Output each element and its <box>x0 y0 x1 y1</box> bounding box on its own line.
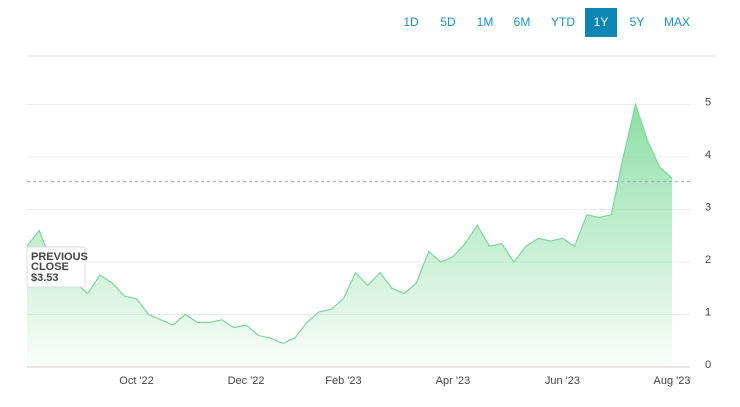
x-tick-label: Feb '23 <box>325 375 361 387</box>
x-tick-label: Oct '22 <box>119 375 154 387</box>
range-button[interactable]: 1D <box>403 15 419 29</box>
y-tick-label: 3 <box>705 201 711 213</box>
x-tick-label: Apr '23 <box>436 375 471 387</box>
axes: 0 1 2 3 4 5 Oct '22 Dec '22 Feb '23 Apr '23 Jun '2… <box>119 96 711 387</box>
y-tick-label: 5 <box>705 96 711 108</box>
plot <box>26 102 690 367</box>
callout-box <box>26 246 86 288</box>
previous-close-callout: PREVIOUS CLOSE$3.53 <box>26 246 88 288</box>
callout-value: $3.53 <box>31 272 59 284</box>
range-buttons: 1D 5D 1M 6M YTD 1Y 5Y MAX <box>403 8 690 37</box>
y-tick-label: 1 <box>705 306 711 318</box>
range-button[interactable]: MAX <box>664 15 690 29</box>
range-button[interactable]: YTD <box>551 15 575 29</box>
x-tick-label: Dec '22 <box>228 375 265 387</box>
y-tick-label: 4 <box>705 149 711 161</box>
active-range-bg[interactable] <box>585 8 617 37</box>
callout-title: PREVIOUS CLOSE <box>31 251 88 273</box>
range-button[interactable]: 1M <box>477 15 494 29</box>
range-button[interactable]: 6M <box>514 15 531 29</box>
price-area <box>27 104 672 367</box>
range-button[interactable]: 1Y <box>594 15 609 29</box>
range-button[interactable]: 5D <box>440 15 456 29</box>
price-line <box>26 102 673 345</box>
range-button[interactable]: 5Y <box>630 15 645 29</box>
x-tick-label: Aug '23 <box>654 375 691 387</box>
y-tick-label: 2 <box>705 254 711 266</box>
y-tick-label: 0 <box>705 359 711 371</box>
x-tick-label: Jun '23 <box>545 375 580 387</box>
